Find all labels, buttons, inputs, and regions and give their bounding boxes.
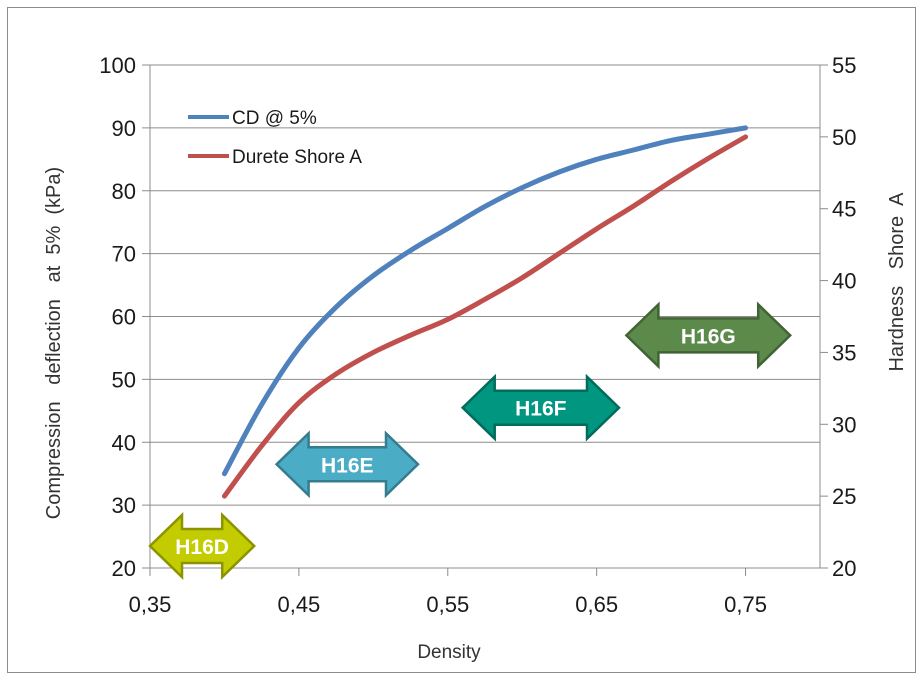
legend-label-durete: Durete Shore A: [232, 147, 362, 168]
y-axis-left-title: Compression deflection at 5% (kPa): [43, 167, 65, 519]
legend-label-cd: CD @ 5%: [232, 108, 317, 129]
y-left-tick-label-70: 70: [112, 242, 136, 267]
x-axis-title: Density: [417, 642, 481, 663]
range-arrow-label: H16G: [681, 325, 736, 348]
y-right-tick-label-20: 20: [832, 556, 856, 581]
y-left-tick-label-50: 50: [112, 367, 136, 392]
y-right-tick-label-50: 50: [832, 125, 856, 150]
x-tick-label-3: 0,65: [575, 592, 618, 617]
y-right-tick-label-25: 25: [832, 484, 856, 509]
series-line-0: [221, 125, 749, 477]
series-lines: [221, 125, 749, 499]
y-right-tick-label-45: 45: [832, 197, 856, 222]
y-left-tick-label-40: 40: [112, 430, 136, 455]
x-tick-label-1: 0,45: [277, 592, 320, 617]
range-arrow-h16e: H16E: [274, 430, 420, 499]
range-arrow-shape: [460, 373, 621, 442]
y-right-tick-label-35: 35: [832, 340, 856, 365]
range-arrow-shape: [624, 301, 792, 370]
legend: CD @ 5% Durete Shore A: [188, 108, 362, 168]
x-tick-label-2: 0,55: [426, 592, 469, 617]
range-arrow-h16f: H16F: [460, 373, 621, 442]
x-tick-label-4: 0,75: [724, 592, 767, 617]
y-left-tick-label-20: 20: [112, 556, 136, 581]
y-left-tick-label-60: 60: [112, 305, 136, 330]
range-arrow-label: H16F: [515, 398, 567, 421]
y-right-tick-label-55: 55: [832, 53, 856, 78]
y-left-tick-label-30: 30: [112, 493, 136, 518]
axes: 20 30 40 50 60 70 80 90 100 20 25 30 35 40 45 50 55 0,35 0…: [99, 53, 856, 617]
range-arrow-shape: [274, 430, 420, 499]
y-right-tick-label-30: 30: [832, 412, 856, 437]
y-right-tick-label-40: 40: [832, 269, 856, 294]
range-arrow-label: H16D: [175, 536, 229, 559]
range-arrow-h16d: H16D: [148, 512, 256, 580]
y-axis-right-title: Hardness Shore A: [886, 192, 908, 372]
range-annotations: H16D H16E H16F H16G: [148, 301, 792, 580]
range-arrow-shape: [148, 512, 256, 580]
range-arrow-h16g: H16G: [624, 301, 792, 370]
x-tick-label-0: 0,35: [129, 592, 172, 617]
series-line-1: [221, 134, 749, 499]
range-arrow-label: H16E: [321, 454, 374, 477]
y-left-tick-label-100: 100: [99, 53, 136, 78]
y-left-tick-label-90: 90: [112, 116, 136, 141]
y-left-tick-label-80: 80: [112, 179, 136, 204]
